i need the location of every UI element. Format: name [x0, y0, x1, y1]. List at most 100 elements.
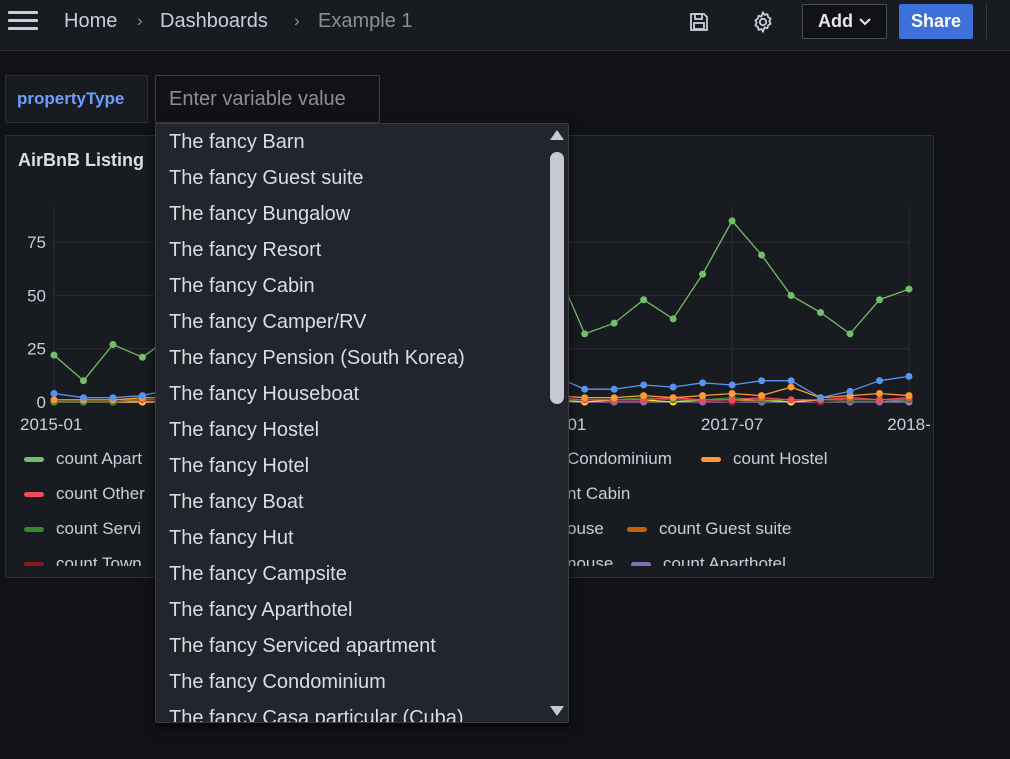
data-point	[138, 392, 146, 400]
breadcrumb-dashboards[interactable]: Dashboards	[160, 10, 268, 32]
legend-label: count Aparthotel	[663, 554, 786, 566]
legend-label: count Servi	[56, 519, 142, 538]
dropdown-option[interactable]: The fancy Pension (South Korea)	[169, 347, 465, 369]
legend-label: nt Cabin	[567, 484, 631, 503]
data-point	[610, 319, 618, 327]
add-button[interactable]: Add	[802, 4, 887, 39]
legend-swatch	[24, 526, 44, 532]
data-point	[728, 381, 736, 389]
variable-value-input[interactable]	[155, 75, 380, 123]
data-point	[640, 381, 648, 389]
legend-item[interactable]: count Apart	[24, 449, 142, 469]
data-point	[728, 217, 736, 225]
legend-label: count Town	[56, 554, 142, 566]
data-point	[79, 394, 87, 402]
legend-item[interactable]: count Other	[24, 484, 145, 504]
data-point	[787, 291, 795, 299]
data-point	[817, 394, 825, 402]
data-point	[610, 394, 618, 402]
data-point	[640, 392, 648, 400]
data-point	[876, 389, 884, 397]
panel-title: AirBnB Listing	[18, 150, 144, 170]
legend-item[interactable]: count Hostel	[701, 449, 828, 469]
legend-item[interactable]: nouse	[567, 554, 613, 566]
data-point	[846, 387, 854, 395]
data-point	[699, 392, 707, 400]
data-point	[905, 372, 913, 380]
dropdown-option[interactable]: The fancy Bungalow	[169, 203, 351, 225]
legend-item[interactable]: nt Cabin	[567, 484, 630, 504]
scrollbar[interactable]	[546, 124, 568, 722]
dropdown-option[interactable]: The fancy Hut	[169, 527, 294, 549]
legend-swatch	[627, 526, 647, 532]
legend-item[interactable]: count Town	[24, 554, 142, 566]
scroll-thumb[interactable]	[550, 152, 564, 404]
dropdown-option[interactable]: The fancy Casa particular (Cuba)	[169, 707, 464, 723]
share-button-label: Share	[910, 11, 962, 31]
dropdown-option[interactable]: The fancy Condominium	[169, 671, 386, 693]
x-tick-label: 2018-	[887, 415, 930, 434]
breadcrumb-home[interactable]: Home	[64, 10, 118, 32]
data-point	[109, 340, 117, 348]
breadcrumb-separator: ›	[294, 11, 300, 30]
dropdown-option[interactable]: The fancy Barn	[169, 131, 305, 153]
dropdown-option[interactable]: The fancy Camper/RV	[169, 311, 367, 333]
legend-item[interactable]: ouse	[567, 519, 604, 539]
options-list: The fancy Barn The fancy Guest suite The f…	[156, 124, 546, 723]
data-point	[669, 394, 677, 402]
data-point	[905, 285, 913, 293]
legend-swatch	[24, 561, 44, 566]
data-point	[787, 383, 795, 391]
data-point	[109, 394, 117, 402]
add-button-label: Add	[818, 11, 853, 31]
data-point	[876, 377, 884, 385]
menu-icon[interactable]	[6, 8, 40, 34]
data-point	[728, 389, 736, 397]
dropdown-option[interactable]: The fancy Cabin	[169, 275, 315, 297]
dropdown-option[interactable]: The fancy Houseboat	[169, 383, 360, 405]
data-point	[50, 396, 58, 404]
x-tick-label: 2017-07	[701, 415, 763, 434]
gear-icon[interactable]	[749, 8, 777, 36]
data-point	[610, 385, 618, 393]
data-point	[787, 377, 795, 385]
variable-options-dropdown: The fancy Barn The fancy Guest suite The f…	[155, 123, 569, 723]
data-point	[758, 251, 766, 259]
dropdown-option[interactable]: The fancy Serviced apartment	[169, 635, 436, 657]
dropdown-option[interactable]: The fancy Campsite	[169, 563, 347, 585]
dropdown-option[interactable]: The fancy Aparthotel	[169, 599, 353, 621]
dropdown-option[interactable]: The fancy Hotel	[169, 455, 310, 477]
legend-item[interactable]: count Servi	[24, 519, 141, 539]
scroll-down-icon[interactable]	[550, 706, 564, 716]
data-point	[581, 385, 589, 393]
legend-item[interactable]: count Guest suite	[627, 519, 791, 539]
legend-swatch	[24, 456, 44, 462]
data-point	[905, 392, 913, 400]
data-point	[758, 377, 766, 385]
y-tick-label: 25	[27, 340, 46, 359]
chart-legend: count Apart Condominium count Hostel count …	[6, 441, 933, 566]
dropdown-option[interactable]: The fancy Resort	[169, 239, 322, 261]
y-tick-label: 0	[37, 393, 46, 412]
share-button[interactable]: Share	[899, 4, 973, 39]
scroll-up-icon[interactable]	[550, 130, 564, 140]
dropdown-option[interactable]: The fancy Guest suite	[169, 167, 364, 189]
legend-item[interactable]: count Aparthotel	[631, 554, 786, 566]
legend-item[interactable]: Condominium	[567, 449, 672, 469]
legend-swatch	[24, 491, 44, 497]
data-point	[79, 377, 87, 385]
data-point	[699, 270, 707, 278]
data-point	[50, 389, 58, 397]
data-point	[758, 392, 766, 400]
y-tick-label: 50	[27, 286, 46, 305]
data-point	[669, 383, 677, 391]
dropdown-option[interactable]: The fancy Hostel	[169, 419, 320, 441]
legend-label: count Other	[56, 484, 145, 503]
data-point	[138, 353, 146, 361]
data-point	[50, 351, 58, 359]
legend-label: count Apart	[56, 449, 143, 468]
save-icon[interactable]	[685, 8, 713, 36]
dropdown-option[interactable]: The fancy Boat	[169, 491, 304, 513]
data-point	[728, 396, 736, 404]
data-point	[640, 296, 648, 304]
